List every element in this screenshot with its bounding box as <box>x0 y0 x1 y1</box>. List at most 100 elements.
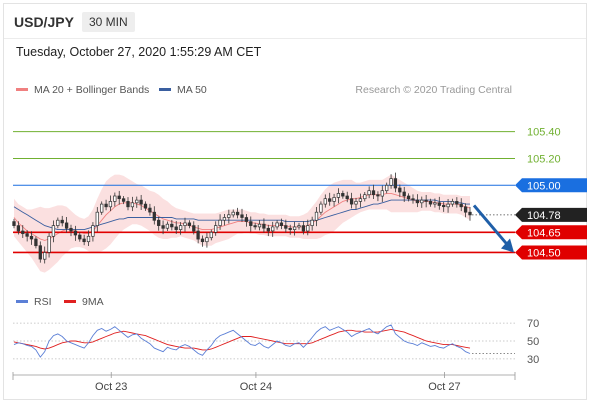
candle-body <box>297 225 301 228</box>
candle-body <box>420 199 424 204</box>
candle-body <box>69 227 73 232</box>
candle-body <box>349 198 354 205</box>
candle-body <box>47 235 51 253</box>
chart-header: USD/JPY 30 MIN <box>4 4 586 39</box>
candle-body <box>450 201 455 205</box>
candle <box>187 220 192 229</box>
candle-body <box>257 223 262 228</box>
candle-body <box>345 195 349 200</box>
candle <box>354 197 358 210</box>
candle <box>25 230 29 242</box>
candle <box>253 222 257 230</box>
candle <box>174 221 178 234</box>
rsi-level-30-tag: 30 <box>527 354 539 366</box>
interval-button[interactable]: 30 MIN <box>82 12 135 32</box>
candle-body <box>231 211 235 216</box>
candle <box>178 222 183 235</box>
candle <box>367 186 371 199</box>
candle-body <box>271 226 275 232</box>
candle <box>73 225 78 241</box>
candle-body <box>442 205 446 208</box>
forecast-arrow-head <box>501 238 514 253</box>
candle-body <box>323 198 327 205</box>
candle-body <box>200 238 205 243</box>
candle <box>389 174 393 189</box>
rsi-ma9-line <box>13 328 471 351</box>
time-tick-label: Oct 23 <box>95 381 127 393</box>
candle <box>43 246 47 264</box>
candle <box>86 230 91 247</box>
candle <box>69 224 73 237</box>
candle-body <box>380 190 384 197</box>
candle-body <box>95 211 99 226</box>
candle <box>91 222 95 242</box>
candle-body <box>459 203 463 208</box>
candle-body <box>336 193 341 198</box>
candle <box>262 218 266 233</box>
candle-body <box>446 203 450 208</box>
candle-body <box>319 203 323 213</box>
candle <box>459 198 463 212</box>
candle-body <box>196 230 200 240</box>
candle <box>121 196 126 205</box>
candle-body <box>21 230 25 235</box>
candle-body <box>170 223 174 228</box>
candle <box>380 185 384 202</box>
candle <box>157 216 161 231</box>
candle-body <box>463 206 468 213</box>
candle-body <box>310 219 314 226</box>
candle <box>34 236 38 249</box>
candle <box>463 203 468 218</box>
candle <box>100 201 104 215</box>
symbol-label: USD/JPY <box>14 14 74 30</box>
candle <box>209 229 213 241</box>
time-tick-label: Oct 24 <box>240 381 272 393</box>
candle <box>196 225 200 244</box>
candle <box>47 232 51 258</box>
level-104-50-tag: 104.50 <box>527 247 561 259</box>
bollinger-band <box>14 174 470 273</box>
candle <box>16 221 21 235</box>
candle-body <box>279 222 284 226</box>
candle <box>60 215 64 227</box>
candle <box>363 192 367 202</box>
candle-body <box>29 235 34 240</box>
candle <box>108 195 113 212</box>
candle <box>214 221 218 236</box>
candle <box>257 219 262 231</box>
candle <box>358 193 363 208</box>
candle <box>113 192 117 207</box>
rsi-legend-label: RSI <box>34 296 52 308</box>
candle-body <box>393 178 398 189</box>
candle <box>450 198 455 207</box>
candle-body <box>363 194 367 200</box>
candle <box>336 188 341 204</box>
candle <box>143 201 148 211</box>
candle <box>240 208 244 222</box>
candle-body <box>73 230 78 236</box>
timestamp: Tuesday, October 27, 2020 1:55:29 AM CET <box>16 45 262 59</box>
candle <box>284 219 288 233</box>
candle <box>165 221 170 231</box>
candle <box>235 207 240 219</box>
candle <box>319 201 323 215</box>
candle <box>323 194 327 208</box>
candle-body <box>433 202 437 205</box>
candle <box>130 196 135 212</box>
candle <box>279 218 284 230</box>
candle-body <box>161 225 165 229</box>
candle <box>38 241 42 263</box>
time-axis: Oct 23 Oct 24 Oct 27 <box>12 372 516 393</box>
candle-body <box>341 193 345 197</box>
candle-body <box>415 199 420 204</box>
candle-body <box>424 199 428 202</box>
candle-body <box>187 222 192 226</box>
candle <box>12 218 16 229</box>
candle <box>51 220 56 243</box>
rsi-layer: 70 50 30 <box>13 318 539 366</box>
price-layer: 105.40 105.20 105.00 104.78 104.65 104.50 <box>12 127 587 273</box>
candle-body <box>332 197 336 202</box>
candle <box>152 206 156 225</box>
candle-body <box>16 225 21 232</box>
